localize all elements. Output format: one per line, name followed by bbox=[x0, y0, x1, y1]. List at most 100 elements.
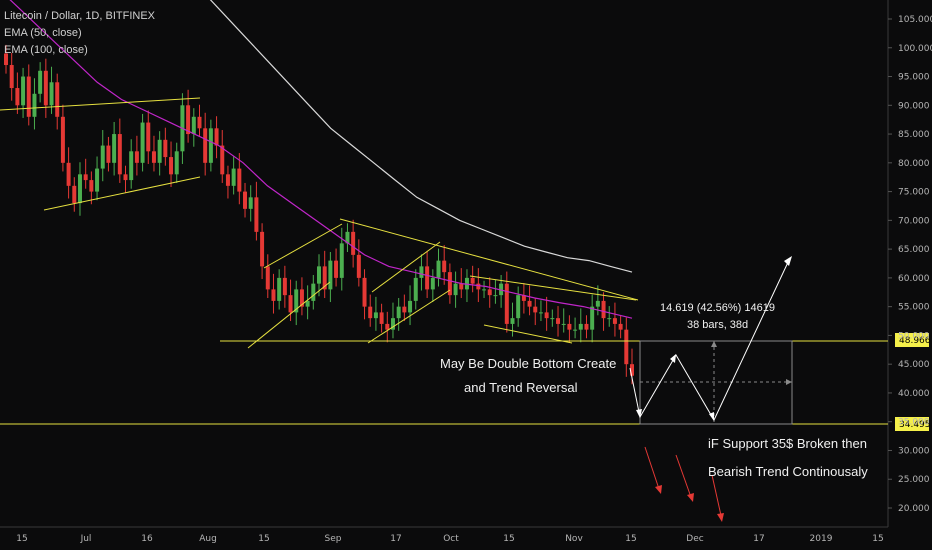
projection-arrow-head-icon bbox=[784, 256, 792, 266]
double-bottom-text-line1: May Be Double Bottom Create bbox=[440, 356, 616, 371]
candle bbox=[328, 251, 333, 303]
ema50-line bbox=[9, 0, 633, 319]
x-tick-label: Nov bbox=[565, 534, 583, 544]
candle bbox=[385, 311, 390, 343]
y-tick-label: 40.000 bbox=[898, 389, 930, 399]
candle bbox=[379, 303, 384, 333]
candle bbox=[248, 185, 253, 222]
y-tick-label: 65.000 bbox=[898, 245, 930, 255]
candle bbox=[282, 265, 287, 308]
x-tick-label: 15 bbox=[872, 534, 883, 544]
candle bbox=[49, 66, 54, 114]
y-tick-label: 25.000 bbox=[898, 475, 930, 485]
y-tick-label: 90.000 bbox=[898, 101, 930, 111]
candle bbox=[38, 62, 43, 103]
candle bbox=[402, 294, 407, 322]
candle bbox=[243, 182, 248, 218]
candle bbox=[123, 165, 128, 193]
x-tick-label: Jul bbox=[80, 534, 92, 544]
candle bbox=[464, 269, 469, 303]
candle bbox=[419, 254, 424, 291]
time-axis[interactable]: 15 Jul 16 Aug 15 Sep 17 Oct 15 Nov 15 Dec 17 2019 15 bbox=[16, 534, 883, 544]
candle bbox=[390, 302, 395, 339]
candlestick-series bbox=[4, 44, 634, 385]
bearish-arrow-1-head-icon bbox=[655, 485, 662, 494]
candle bbox=[140, 113, 145, 172]
projection-path bbox=[629, 257, 791, 422]
candle bbox=[624, 317, 629, 377]
y-tick-label: 70.000 bbox=[898, 216, 930, 226]
candle bbox=[55, 73, 60, 130]
trendline bbox=[43, 176, 201, 211]
candle bbox=[9, 52, 14, 101]
candle bbox=[618, 315, 623, 339]
measure-text-line2: 38 bars, 38d bbox=[687, 319, 748, 331]
candle bbox=[482, 280, 487, 299]
candle bbox=[493, 279, 498, 304]
y-tick-label: 80.000 bbox=[898, 159, 930, 169]
candle bbox=[174, 142, 179, 183]
candle bbox=[356, 239, 361, 287]
candle bbox=[345, 223, 350, 252]
resistance-price-tag bbox=[895, 333, 929, 347]
candle bbox=[533, 298, 538, 326]
y-tick-label: 30.000 bbox=[898, 446, 930, 456]
candle bbox=[317, 254, 321, 297]
x-tick-label: 15 bbox=[258, 534, 269, 544]
candle bbox=[373, 296, 378, 331]
candle bbox=[203, 112, 208, 176]
candle bbox=[527, 285, 532, 316]
candle bbox=[408, 285, 413, 326]
candle bbox=[231, 156, 236, 195]
candle bbox=[299, 277, 304, 316]
candle bbox=[436, 248, 441, 287]
y-tick-label: 60.000 bbox=[898, 274, 930, 284]
candle bbox=[453, 271, 458, 308]
candle bbox=[100, 130, 105, 182]
y-tick-label: 20.000 bbox=[898, 504, 930, 514]
price-axis[interactable]: 105.000 100.000 95.000 90.000 85.000 80.000 75… bbox=[888, 15, 932, 514]
y-tick-label: 95.000 bbox=[898, 73, 930, 83]
bearish-arrow-3-head-icon bbox=[717, 513, 724, 522]
support-text-line1: iF Support 35$ Broken then bbox=[708, 436, 867, 451]
candle bbox=[425, 250, 430, 299]
candle bbox=[117, 118, 122, 183]
candle bbox=[169, 141, 174, 187]
trendline bbox=[263, 223, 343, 269]
candle bbox=[567, 315, 572, 343]
candle bbox=[442, 245, 447, 285]
y-tick-label: 75.000 bbox=[898, 188, 930, 198]
measure-text-line1: 14.619 (42.56%) 14619 bbox=[660, 302, 775, 314]
projection-arrow-mid2-icon bbox=[670, 354, 676, 363]
candle bbox=[334, 248, 339, 287]
candle bbox=[590, 294, 595, 343]
candle bbox=[151, 135, 156, 172]
candle bbox=[60, 104, 65, 172]
candle bbox=[368, 294, 373, 327]
candle bbox=[311, 275, 316, 310]
candle bbox=[112, 121, 117, 176]
candle bbox=[487, 277, 492, 308]
candle bbox=[607, 306, 612, 327]
candle bbox=[265, 254, 270, 299]
y-tick-label: 35.000 bbox=[898, 418, 930, 428]
candle bbox=[538, 300, 543, 322]
candle bbox=[556, 306, 561, 337]
y-tick-label: 100.000 bbox=[898, 44, 932, 54]
candle bbox=[77, 162, 82, 216]
trendline bbox=[371, 241, 441, 293]
candle bbox=[106, 136, 111, 172]
candle bbox=[584, 315, 589, 339]
candle bbox=[21, 67, 26, 118]
y-tick-label: 55.000 bbox=[898, 303, 930, 313]
candle bbox=[351, 219, 356, 268]
candle bbox=[134, 135, 139, 176]
x-tick-label: 15 bbox=[625, 534, 636, 544]
candle bbox=[277, 269, 282, 310]
candle bbox=[430, 269, 435, 303]
candle bbox=[550, 309, 555, 327]
candle bbox=[83, 158, 88, 189]
candle bbox=[561, 308, 566, 333]
x-tick-label: 15 bbox=[503, 534, 514, 544]
